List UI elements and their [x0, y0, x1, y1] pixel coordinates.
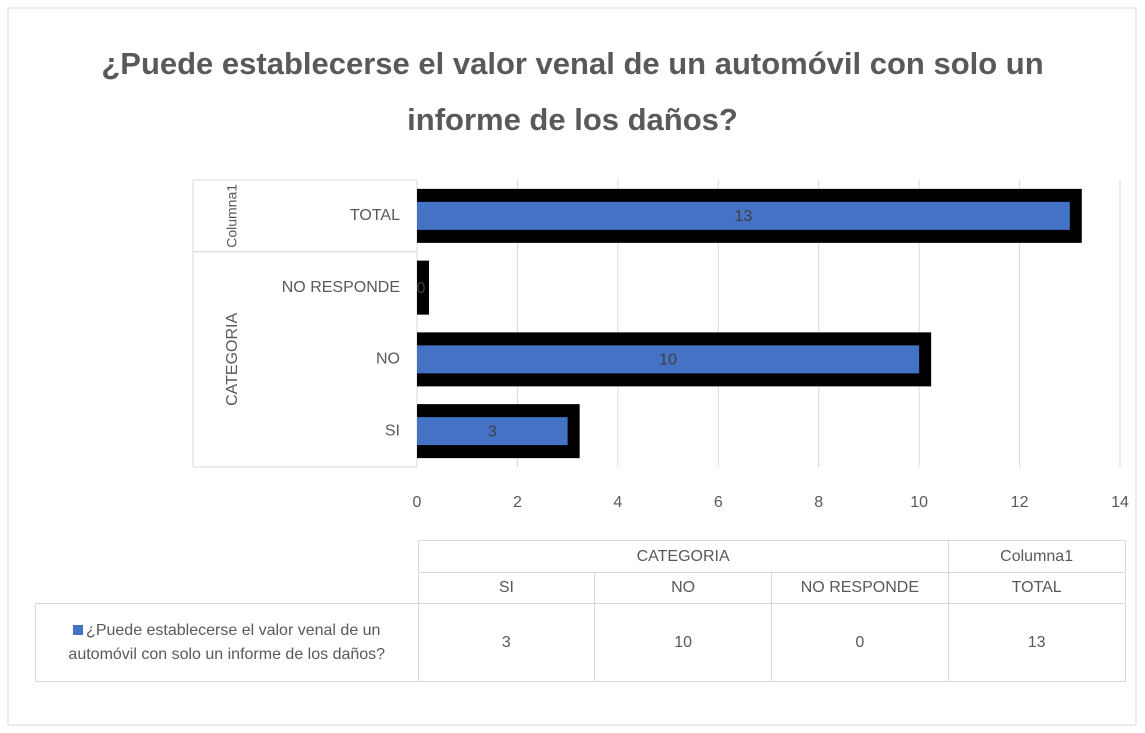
- table-category: NO RESPONDE: [771, 572, 949, 604]
- x-tick-label: 14: [1111, 494, 1129, 511]
- table-row: ¿Puede establecerse el valor venal de un…: [35, 603, 1126, 682]
- x-tick-label: 2: [513, 494, 522, 511]
- data-label: 3: [488, 423, 497, 440]
- table-row: CATEGORIA Columna1: [36, 540, 1126, 573]
- legend-cell: ¿Puede establecerse el valor venal de un…: [35, 603, 419, 682]
- group-label: Columna1: [224, 184, 240, 248]
- data-label: 10: [659, 352, 677, 369]
- data-label: 0: [417, 280, 426, 297]
- table-value: 13: [947, 603, 1126, 682]
- y-tick-label: NO: [376, 351, 400, 368]
- legend-marker: [73, 624, 84, 635]
- x-tick-label: 4: [613, 494, 622, 511]
- table-row: SI NO NO RESPONDE TOTAL: [35, 572, 1126, 604]
- x-tick-label: 12: [1011, 494, 1029, 511]
- y-tick-label: NO RESPONDE: [282, 279, 400, 296]
- bar: [417, 417, 568, 446]
- y-tick-label: SI: [385, 422, 400, 439]
- x-tick-label: 6: [714, 494, 723, 511]
- table-group-header: Columna1: [947, 540, 1126, 573]
- x-tick-label: 0: [413, 494, 422, 511]
- table-value: 0: [771, 603, 949, 682]
- table-value: 10: [594, 603, 772, 682]
- x-tick-label: 8: [814, 494, 823, 511]
- group-label: CATEGORIA: [224, 313, 241, 406]
- table-blank: [36, 541, 419, 573]
- table-category: NO: [594, 572, 772, 604]
- table-blank: [35, 572, 419, 604]
- table-group-header: CATEGORIA: [417, 540, 949, 573]
- table-category: TOTAL: [947, 572, 1126, 604]
- x-tick-label: 10: [910, 494, 928, 511]
- bar: [417, 201, 1070, 230]
- y-tick-label: TOTAL: [350, 207, 400, 224]
- data-table: CATEGORIA Columna1 SI NO NO RESPONDE TOTAL ¿Pu…: [35, 540, 1126, 682]
- legend-label: ¿Puede establecerse el valor venal de un…: [68, 621, 386, 663]
- data-label: 13: [734, 208, 752, 225]
- table-category: SI: [417, 572, 596, 604]
- bar-shadow: [417, 260, 429, 315]
- bar: [417, 345, 920, 374]
- table-value: 3: [417, 603, 596, 682]
- chart-title: ¿Puede establecerse el valor venal de un…: [101, 46, 1044, 137]
